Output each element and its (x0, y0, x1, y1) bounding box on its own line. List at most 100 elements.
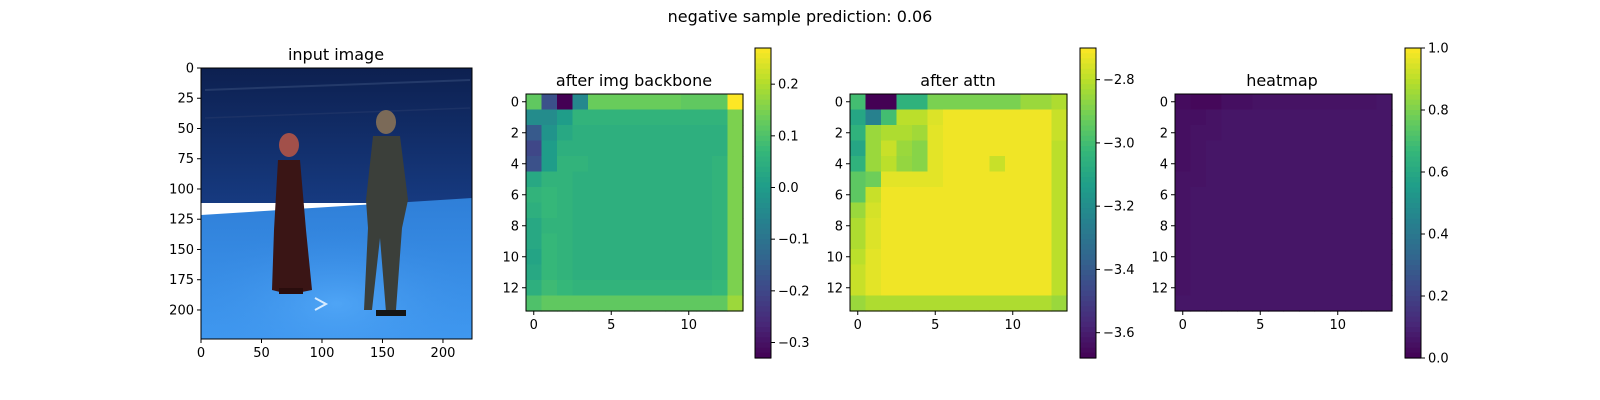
colorbar-segment (1080, 352, 1096, 359)
heatmap-cell (588, 249, 605, 266)
colorbar-segment (755, 135, 771, 142)
heatmap-cell (912, 249, 929, 266)
heatmap-cell (958, 125, 975, 142)
heatmap-cell (1361, 94, 1378, 111)
heatmap-cell (1283, 249, 1300, 266)
heatmap-cell (1051, 233, 1068, 250)
heatmap-cell (1314, 233, 1331, 250)
heatmap-cell (696, 218, 713, 235)
heatmap-cell (1206, 94, 1223, 111)
heatmap-cell (1190, 94, 1207, 111)
colorbar-segment (755, 58, 771, 65)
colorbar-segment (1405, 316, 1421, 323)
heatmap-cell (1036, 187, 1053, 204)
colorbar-segment (1080, 259, 1096, 266)
heatmap-cell (541, 233, 558, 250)
colorbar-segment (1080, 301, 1096, 307)
heatmap-cell (989, 249, 1006, 266)
heatmap-cell (1361, 218, 1378, 235)
heatmap-cell (912, 171, 929, 188)
colorbar-segment (1080, 347, 1096, 354)
heatmap-cell (712, 202, 729, 219)
heatmap-cell (1020, 109, 1037, 126)
y-tick-label: 100 (169, 182, 194, 197)
heatmap-cell (1252, 171, 1269, 188)
heatmap-cell (912, 187, 929, 204)
colorbar-segment (1405, 239, 1421, 245)
heatmap-cell (850, 264, 867, 281)
colorbar-frame (754, 47, 772, 359)
colorbar-segment (1080, 244, 1096, 251)
heatmap-cell (681, 125, 698, 142)
heatmap-cell (696, 249, 713, 266)
heatmap-cell (1237, 264, 1254, 281)
heatmap-cell (927, 295, 944, 312)
heatmap-cell (1283, 171, 1300, 188)
heatmap-cell (1376, 187, 1393, 204)
heatmap-cell (881, 280, 898, 297)
heatmap-cell (1221, 280, 1238, 297)
colorbar-segment (1405, 296, 1421, 302)
heatmap-cell (958, 171, 975, 188)
heatmap-cell (572, 202, 589, 219)
heatmap-cell (1283, 156, 1300, 173)
heatmap-cell (619, 233, 636, 250)
colorbar-segment (1405, 99, 1421, 106)
heatmap-cell (1330, 264, 1347, 281)
heatmap-cell (696, 202, 713, 219)
heatmap-cell (1314, 218, 1331, 235)
heatmap-cell (958, 264, 975, 281)
heatmap-cell (1314, 280, 1331, 297)
heatmap-cell (1237, 125, 1254, 142)
colorbar-segment (1405, 244, 1421, 251)
heatmap-cell (865, 218, 882, 235)
heatmap-cell (1051, 218, 1068, 235)
colorbar-segment (1080, 130, 1096, 137)
colorbar-segment (755, 84, 771, 90)
heatmap-cell (1314, 202, 1331, 219)
heatmap-cell (557, 187, 574, 204)
y-axis: 0 2 4 6 8 10 12 (826, 95, 850, 296)
colorbar-segment (1405, 182, 1421, 189)
colorbar-tick-label: −2.8 (1103, 73, 1135, 88)
heatmap-cell (712, 233, 729, 250)
colorbar-segment (1405, 352, 1421, 359)
heatmap-cell (974, 171, 991, 188)
heatmap-cell (927, 202, 944, 219)
heatmap-cell (974, 94, 991, 111)
heatmap-cell (634, 156, 651, 173)
heatmap-cell (1252, 187, 1269, 204)
heatmap-cell (557, 109, 574, 126)
heatmap-cell (881, 156, 898, 173)
heatmap-cell (727, 218, 744, 235)
heatmap-cell (1361, 125, 1378, 142)
x-tick-label: 0 (854, 318, 862, 333)
heatmap-cell (1268, 156, 1285, 173)
heatmap-cell (557, 202, 574, 219)
heatmap-cell (974, 233, 991, 250)
heatmap-cell (943, 140, 960, 157)
heatmap-cell (865, 140, 882, 157)
heatmap-cell (557, 295, 574, 312)
heatmap-cell (1051, 280, 1068, 297)
heatmap-cell (958, 156, 975, 173)
heatmap-cell (974, 109, 991, 126)
heatmap-cell (1051, 94, 1068, 111)
colorbar: 0.0 0.2 0.4 0.6 0.8 1.0 (1404, 42, 1449, 367)
colorbar-segment (1080, 327, 1096, 333)
heatmap-cell (1036, 109, 1053, 126)
heatmap-cell (557, 156, 574, 173)
colorbar-segment (755, 156, 771, 163)
heatmap-cell (1330, 202, 1347, 219)
heatmap-cell (974, 156, 991, 173)
heatmap-cell (912, 233, 929, 250)
heatmap-cell (1005, 171, 1022, 188)
heatmap-cell (526, 295, 543, 312)
heatmap-cell (1206, 280, 1223, 297)
heatmap-cell (1314, 295, 1331, 312)
heatmap-cell (943, 109, 960, 126)
colorbar-segment (1080, 306, 1096, 313)
colorbar-segment (755, 228, 771, 235)
heatmap-cell (1206, 171, 1223, 188)
heatmap-cell (850, 280, 867, 297)
